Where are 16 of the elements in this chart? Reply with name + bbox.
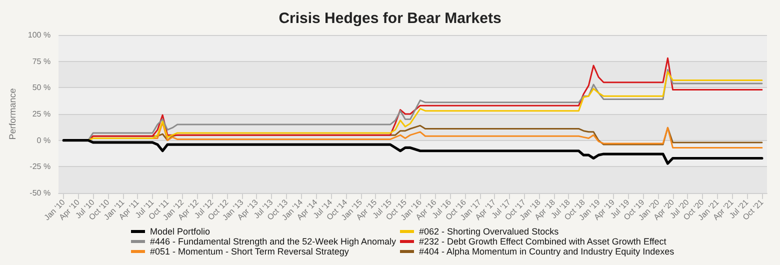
legend-label: Model Portfolio: [150, 226, 210, 236]
legend-label: #232 - Debt Growth Effect Combined with Asset Growth Effect: [419, 236, 667, 246]
y-tick-label: 25 %: [32, 110, 51, 118]
legend-label: #446 - Fundamental Strength and the 52-Week High Anomaly: [150, 236, 396, 246]
y-tick-label: 75 %: [32, 56, 51, 66]
y-tick-label: 0 %: [36, 136, 51, 145]
y-tick-label: 50 %: [32, 83, 51, 92]
y-tick-label: -25 %: [30, 162, 51, 172]
y-axis-title: Performance: [8, 88, 18, 140]
line-series: [62, 139, 764, 165]
legend-label: #051 - Momentum - Short Term Reversal Strategy: [150, 246, 350, 256]
y-tick-label: 100 %: [28, 30, 51, 40]
chart-title: Crisis Hedges for Bear Markets: [278, 10, 502, 27]
legend-label: #404 - Alpha Momentum in Country and Industry Equity Indexes: [419, 246, 675, 256]
legend-label: #062 - Shorting Overvalued Stocks: [419, 226, 560, 236]
y-tick-label: -50 %: [30, 188, 51, 198]
